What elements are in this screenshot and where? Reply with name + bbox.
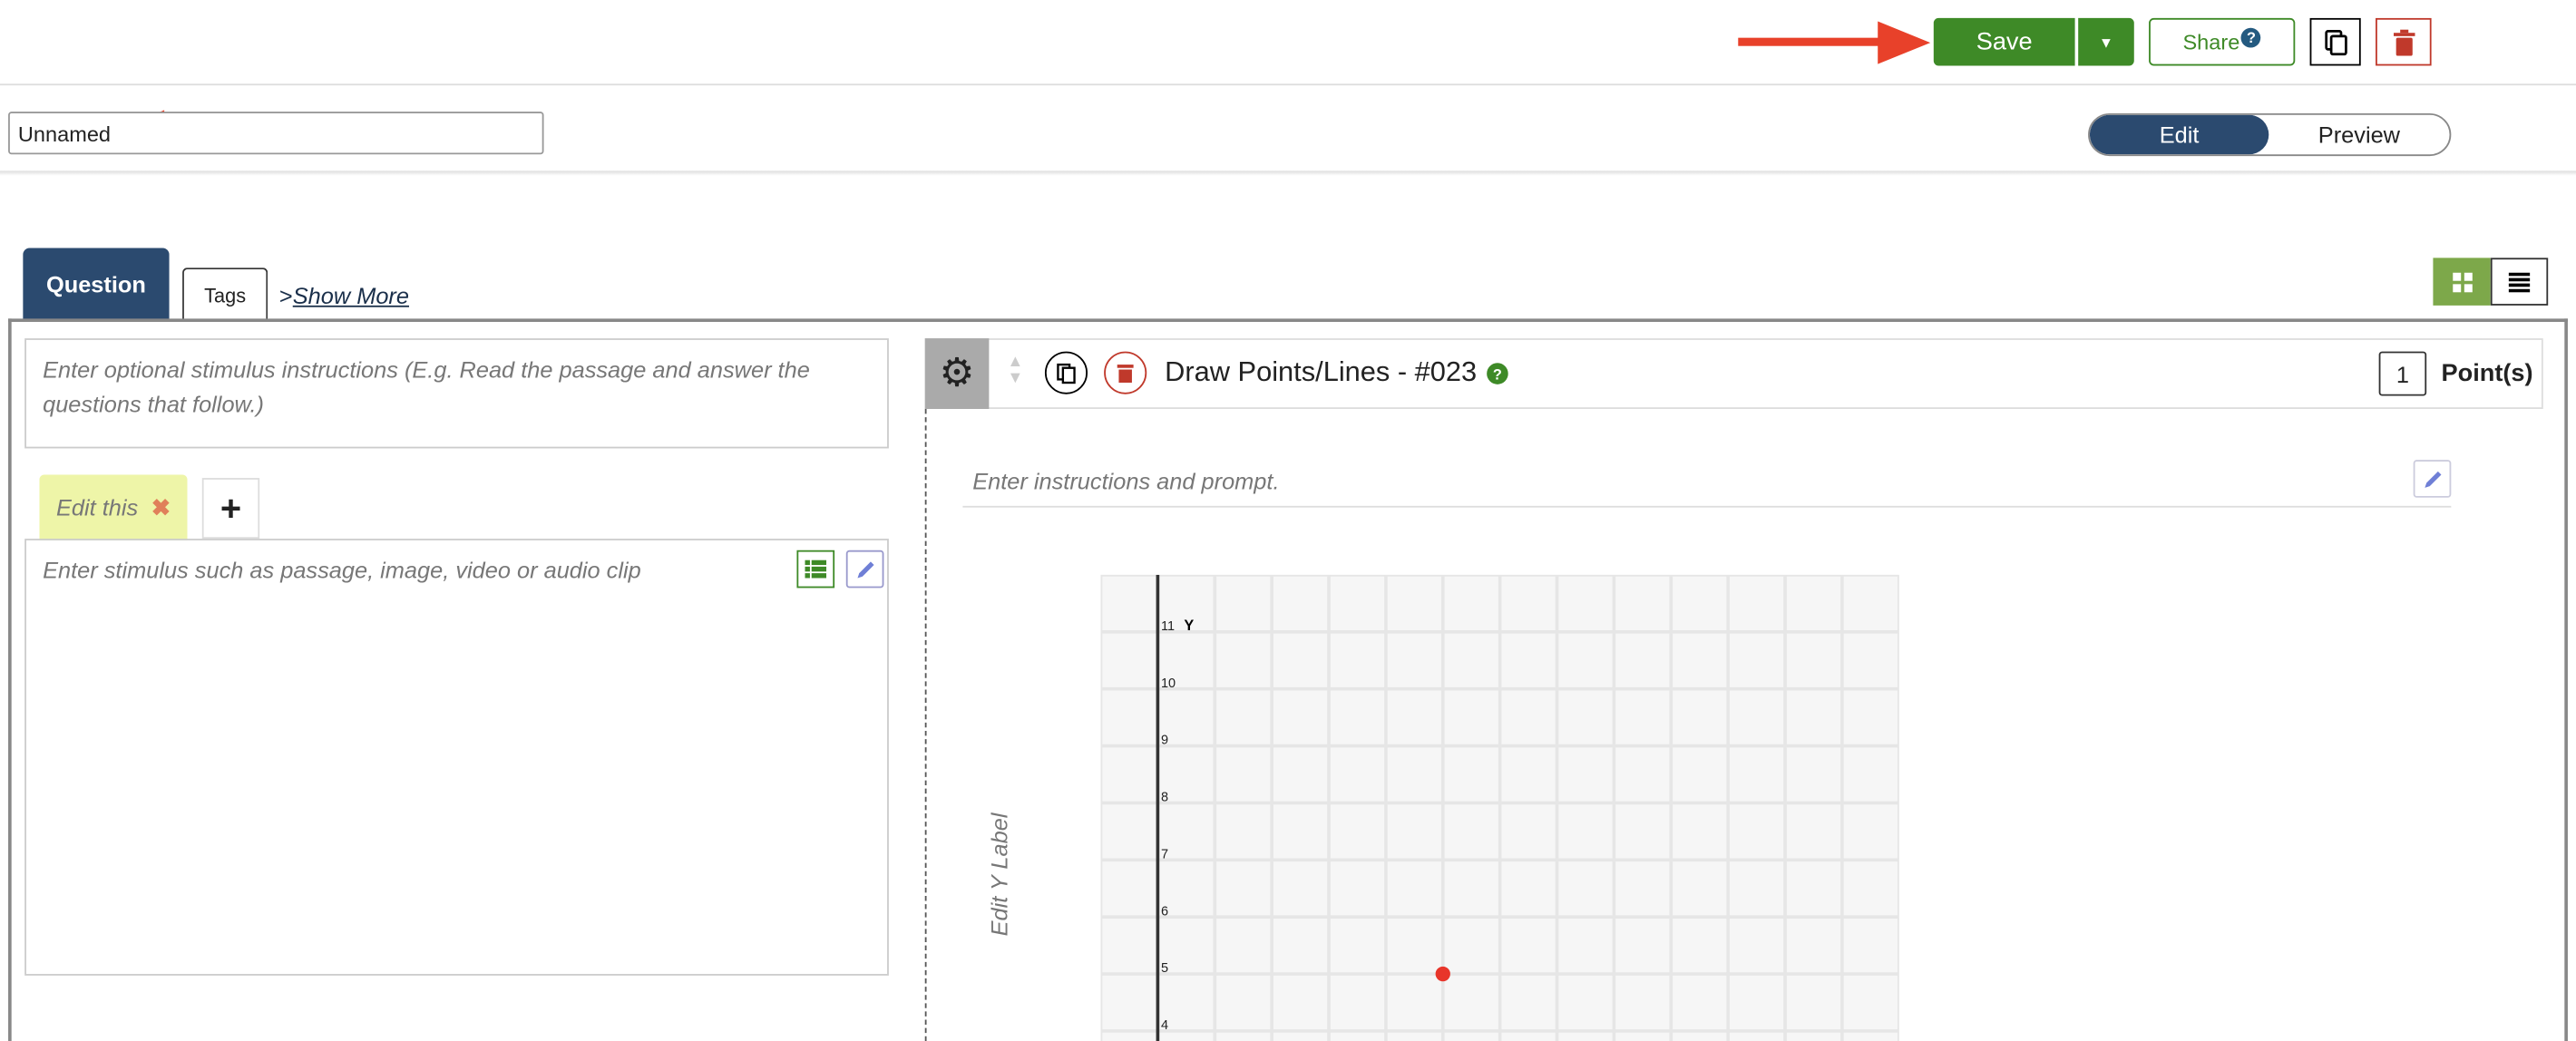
points-label: Point(s) [2441,359,2533,388]
reorder-handle[interactable]: ▲ ▼ [1004,353,1027,391]
question-border [924,408,927,1041]
edit-prompt-button[interactable] [2413,460,2452,498]
delete-button[interactable] [2376,17,2432,66]
sort-icon: ▲ ▼ [1007,353,1024,388]
list-icon [805,559,827,579]
grid-view-button[interactable] [2433,258,2491,306]
copy-icon [1057,363,1076,384]
list-icon [2508,271,2531,292]
save-options-dropdown[interactable]: ▼ [2078,17,2134,66]
help-icon[interactable]: ? [2241,26,2261,47]
divider [0,170,2576,176]
share-label: Share [2182,29,2240,54]
divider [962,505,2452,508]
help-icon[interactable]: ? [1487,363,1508,384]
y-axis-label-input[interactable]: Edit Y Label [985,812,1012,937]
pencil-icon [2424,470,2441,488]
mode-toggle[interactable]: Edit Preview [2088,112,2452,157]
y-tick-label: 4 [1161,1018,1168,1033]
trash-icon [1117,365,1134,384]
save-button[interactable]: Save [1933,17,2075,66]
edit-stimulus-button[interactable] [845,550,884,589]
y-tick-label: 8 [1161,791,1168,805]
graph-point[interactable] [1435,966,1450,982]
question-title: Draw Points/Lines - #023? [1165,356,1508,389]
tab-question[interactable]: Question [23,248,170,321]
close-icon[interactable]: ✖ [151,493,171,520]
preview-mode-button[interactable]: Preview [2317,122,2400,149]
stimulus-tab-label: Edit this [55,494,139,521]
copy-icon [2324,29,2347,55]
show-more-label: Show More [292,282,409,309]
y-tick-label: 9 [1161,734,1168,748]
share-button[interactable]: Share? [2149,17,2296,66]
stimulus-input[interactable]: Enter stimulus such as passage, image, v… [24,539,889,976]
editor-container [8,318,2568,1041]
trash-icon [2393,28,2415,55]
show-more-link[interactable]: >Show More [279,283,409,309]
list-view-button[interactable] [2490,258,2549,306]
tab-tags[interactable]: Tags [182,268,268,321]
list-format-button[interactable] [796,550,835,589]
prompt-input[interactable]: Enter instructions and prompt. [972,468,1280,495]
gear-icon: ⚙ [939,351,975,396]
add-tab-button[interactable]: + [201,478,260,540]
caret-down-icon: ▼ [2098,34,2114,51]
pencil-icon [856,560,873,578]
edit-mode-button[interactable]: Edit [2089,114,2269,155]
question-title-text: Draw Points/Lines - #023 [1165,356,1478,388]
delete-question-button[interactable] [1104,351,1147,394]
y-tick-label: 11 [1161,619,1175,634]
y-tick-label: 6 [1161,904,1168,919]
y-tick-label: 5 [1161,961,1168,976]
stimulus-tab[interactable]: Edit this ✖ [39,474,188,540]
graph-canvas[interactable]: 11 10 9 8 7 6 5 4 Y [1100,574,1899,1041]
duplicate-button[interactable] [2309,17,2361,66]
points-input[interactable]: 1 [2378,351,2427,396]
plus-icon: + [220,487,242,529]
grid-icon [2452,271,2472,292]
settings-button[interactable]: ⚙ [924,338,990,409]
chevron-right-icon: > [278,282,293,309]
annotation-arrow-right-icon [1738,21,1931,64]
y-axis-name: Y [1184,618,1194,634]
duplicate-question-button[interactable] [1044,351,1088,394]
divider [0,83,2576,86]
y-tick-label: 7 [1161,847,1168,861]
y-tick-label: 10 [1161,676,1176,691]
stimulus-instructions-input[interactable]: Enter optional stimulus instructions (E.… [24,338,889,449]
item-name-input[interactable] [8,112,544,155]
